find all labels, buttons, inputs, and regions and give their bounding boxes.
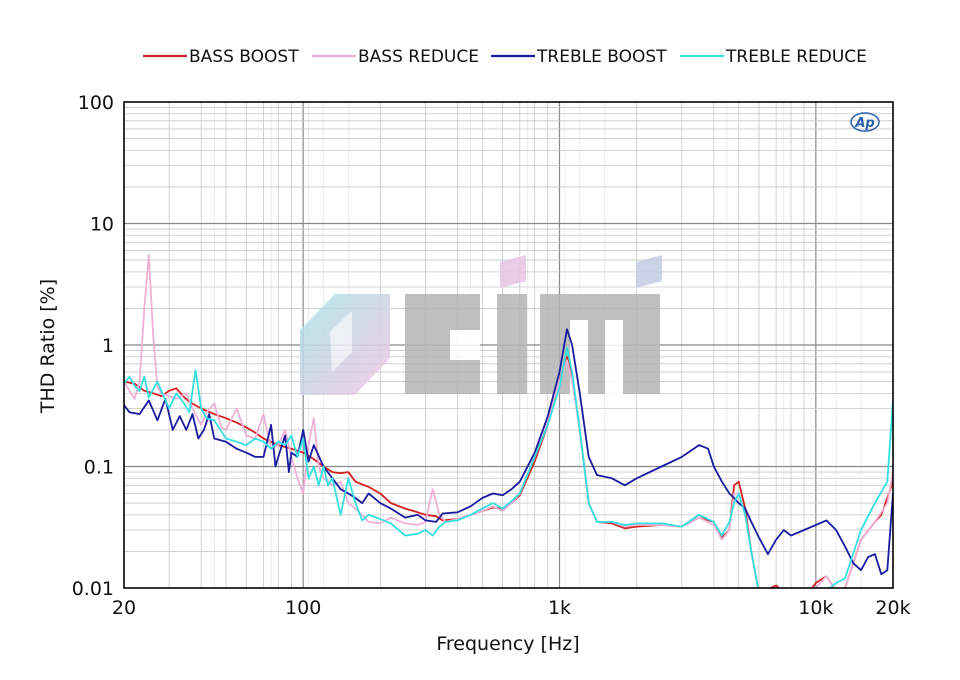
watermark-shape (570, 320, 588, 394)
legend-label: TREBLE BOOST (536, 47, 667, 67)
watermark-shape (500, 255, 526, 288)
legend-label: TREBLE REDUCE (725, 47, 867, 67)
watermark-logo (300, 255, 662, 395)
ap-logo-ring (850, 112, 880, 132)
watermark-shape (450, 330, 480, 360)
y-axis: 0.01 0.1 1 10 100 (72, 92, 114, 600)
legend-label: BASS BOOST (189, 47, 299, 67)
watermark-shape (636, 255, 662, 288)
series-line-treble-boost (124, 328, 893, 576)
x-tick-label: 10k (798, 597, 833, 619)
legend: BASS BOOST BASS REDUCE TREBLE BOOST TREBLE … (143, 47, 867, 67)
series-line-treble-reduce (124, 346, 893, 588)
x-tick-label: 20 (112, 597, 136, 619)
ap-logo-text: Ap (854, 116, 874, 131)
watermark-shape (605, 320, 623, 394)
y-axis-title: THD Ratio [%] (37, 279, 59, 414)
watermark-shape (330, 312, 352, 372)
x-tick-label: 20k (875, 597, 910, 619)
y-tick-label: 100 (78, 92, 114, 114)
plot-frame (123, 101, 894, 589)
y-tick-label: 0.1 (84, 457, 114, 479)
y-tick-label: 1 (102, 335, 114, 357)
x-tick-label: 100 (285, 597, 321, 619)
legend-label: BASS REDUCE (358, 47, 479, 67)
x-axis: 20 100 1k 10k 20k (112, 597, 911, 619)
x-tick-label: 1k (548, 597, 571, 619)
series-layer (124, 254, 893, 588)
series-line-bass-reduce (124, 254, 893, 588)
x-axis-title: Frequency [Hz] (436, 633, 579, 655)
ap-logo: Ap (850, 112, 880, 132)
watermark-shape (497, 294, 527, 394)
y-tick-label: 0.01 (72, 578, 114, 600)
y-tick-label: 10 (90, 214, 114, 236)
